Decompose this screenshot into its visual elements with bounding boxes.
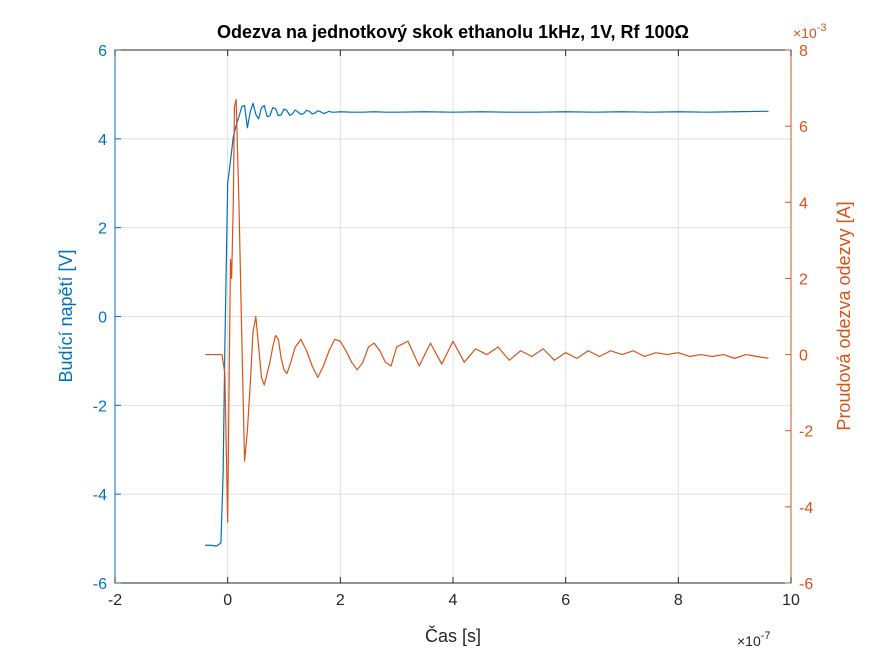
left-tick-label: 2 — [98, 221, 107, 238]
right-tick-label: 4 — [799, 195, 808, 212]
left-axis-label: Budící napětí [V] — [56, 249, 76, 382]
chart-title: Odezva na jednotkový skok ethanolu 1kHz,… — [217, 22, 689, 42]
x-tick-label: 8 — [674, 592, 683, 609]
right-axis-label: Proudová odezva odezvy [A] — [834, 201, 854, 430]
left-tick-label: 6 — [98, 43, 107, 60]
right-tick-label: -4 — [799, 500, 813, 517]
x-tick-label: 2 — [336, 592, 345, 609]
x-exponent-power: -7 — [761, 630, 771, 642]
x-tick-label: 10 — [782, 592, 800, 609]
right-tick-label: -6 — [799, 576, 813, 593]
right-tick-label: 2 — [799, 271, 808, 288]
right-tick-label: 6 — [799, 119, 808, 136]
grid — [114, 49, 792, 584]
left-tick-label: 0 — [98, 310, 107, 327]
x-tick-label: 6 — [561, 592, 570, 609]
x-tick-label: 0 — [223, 592, 232, 609]
right-tick-label: 8 — [799, 43, 808, 60]
right-exponent: ×10-3 — [793, 22, 827, 41]
series-line-right — [205, 98, 769, 523]
right-axis: -6 -4 -2 0 2 4 6 8 — [785, 43, 813, 593]
x-exponent-base: ×10 — [737, 633, 761, 649]
x-exponent: ×10-7 — [737, 630, 771, 649]
series-line-left — [205, 102, 769, 547]
left-tick-label: 4 — [98, 132, 107, 149]
left-axis: -6 -4 -2 0 2 4 6 — [93, 43, 121, 593]
right-exponent-power: -3 — [817, 22, 827, 34]
left-tick-label: -2 — [93, 398, 107, 415]
x-axis: -2 0 2 4 6 8 10 — [108, 50, 800, 609]
left-tick-label: -6 — [93, 576, 107, 593]
x-tick-label: -2 — [108, 592, 122, 609]
x-axis-label: Čas [s] — [425, 625, 481, 646]
x-tick-label: 4 — [449, 592, 458, 609]
right-tick-label: -2 — [799, 424, 813, 441]
right-exponent-base: ×10 — [793, 25, 817, 41]
series-group — [205, 98, 769, 547]
right-tick-label: 0 — [799, 348, 808, 365]
left-tick-label: -4 — [93, 487, 107, 504]
